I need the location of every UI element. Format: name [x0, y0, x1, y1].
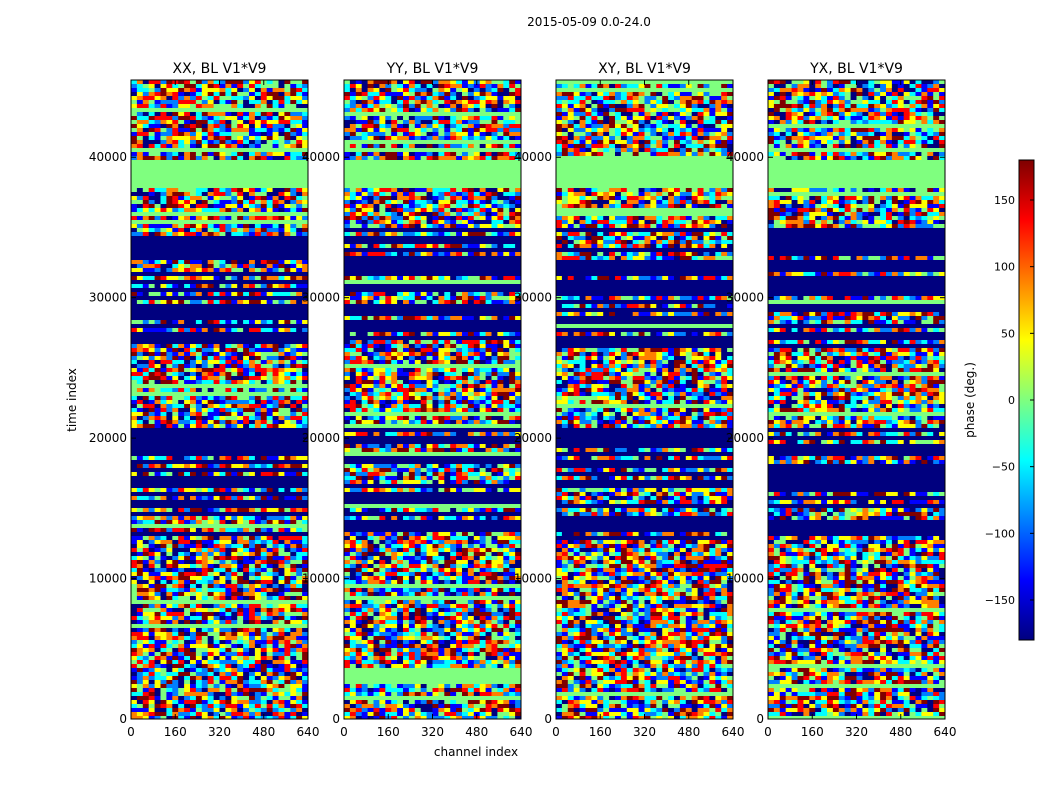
x-tick-label: 480 [465, 725, 488, 739]
x-tick-label: 640 [297, 725, 320, 739]
x-tick-label: 160 [164, 725, 187, 739]
colorbar-tick-label: 150 [994, 194, 1015, 207]
y-tick-label: 40000 [89, 150, 127, 164]
x-tick-label: 0 [552, 725, 560, 739]
x-tick-label: 160 [801, 725, 824, 739]
panel-title: XY, BL V1*V9 [598, 61, 691, 77]
x-tick-label: 640 [934, 725, 957, 739]
y-tick-label: 10000 [726, 572, 764, 586]
heatmap-image [131, 80, 308, 719]
y-tick-label: 10000 [302, 572, 340, 586]
x-tick-label: 0 [764, 725, 772, 739]
colorbar-tick-label: 0 [1008, 394, 1015, 407]
heatmap-panel: YY, BL V1*V9 0 160 320 480 640 0 10000 20000 3000… [302, 61, 533, 739]
y-tick-label: 30000 [302, 291, 340, 305]
colorbar-tick-label: 100 [994, 261, 1015, 274]
x-tick-label: 320 [421, 725, 444, 739]
heatmap-panel: YX, BL V1*V9 0 160 320 480 640 0 10000 20000 3000… [726, 61, 957, 739]
y-tick-label: 20000 [514, 431, 552, 445]
y-tick-label: 0 [544, 712, 552, 726]
y-tick-label: 30000 [726, 291, 764, 305]
panel-title: YY, BL V1*V9 [386, 61, 479, 77]
x-axis-label: channel index [434, 745, 518, 759]
y-tick-label: 10000 [89, 572, 127, 586]
y-tick-label: 0 [332, 712, 340, 726]
x-tick-label: 0 [340, 725, 348, 739]
y-tick-label: 40000 [302, 150, 340, 164]
colorbar: 150 100 50 0 −50 −100 −150 [985, 159, 1035, 641]
y-tick-label: 0 [119, 712, 127, 726]
heatmap-panel: XX, BL V1*V9 0 160 320 480 640 0 10000 20000 3000… [89, 61, 320, 739]
x-tick-label: 480 [677, 725, 700, 739]
y-tick-label: 20000 [302, 431, 340, 445]
x-tick-label: 0 [127, 725, 135, 739]
heatmap-image [556, 80, 733, 719]
heatmap-image [344, 80, 521, 719]
y-axis-label: time index [65, 368, 79, 432]
x-tick-label: 640 [510, 725, 533, 739]
y-tick-label: 30000 [89, 291, 127, 305]
x-tick-label: 480 [252, 725, 275, 739]
y-tick-label: 0 [756, 712, 764, 726]
y-tick-label: 20000 [726, 431, 764, 445]
colorbar-tick-label: −50 [992, 461, 1015, 474]
x-tick-label: 480 [889, 725, 912, 739]
y-tick-label: 10000 [514, 572, 552, 586]
y-tick-label: 30000 [514, 291, 552, 305]
heatmap-panels: XX, BL V1*V9 0 160 320 480 640 0 10000 20000 3000… [89, 61, 957, 739]
colorbar-tick-label: −100 [985, 527, 1015, 540]
y-tick-label: 40000 [726, 150, 764, 164]
colorbar-tick-label: −150 [985, 594, 1015, 607]
heatmap-image [768, 80, 945, 719]
x-tick-label: 160 [589, 725, 612, 739]
y-tick-label: 20000 [89, 431, 127, 445]
x-tick-label: 320 [633, 725, 656, 739]
colorbar-label: phase (deg.) [963, 362, 977, 438]
figure-suptitle: 2015-05-09 0.0-24.0 [527, 15, 651, 29]
panel-title: XX, BL V1*V9 [173, 61, 267, 77]
x-tick-label: 320 [208, 725, 231, 739]
panel-title: YX, BL V1*V9 [809, 61, 903, 77]
colorbar-tick-label: 50 [1001, 327, 1015, 340]
x-tick-label: 160 [377, 725, 400, 739]
y-tick-label: 40000 [514, 150, 552, 164]
heatmap-panel: XY, BL V1*V9 0 160 320 480 640 0 10000 20000 3000… [514, 61, 745, 739]
x-tick-label: 320 [845, 725, 868, 739]
x-tick-label: 640 [722, 725, 745, 739]
